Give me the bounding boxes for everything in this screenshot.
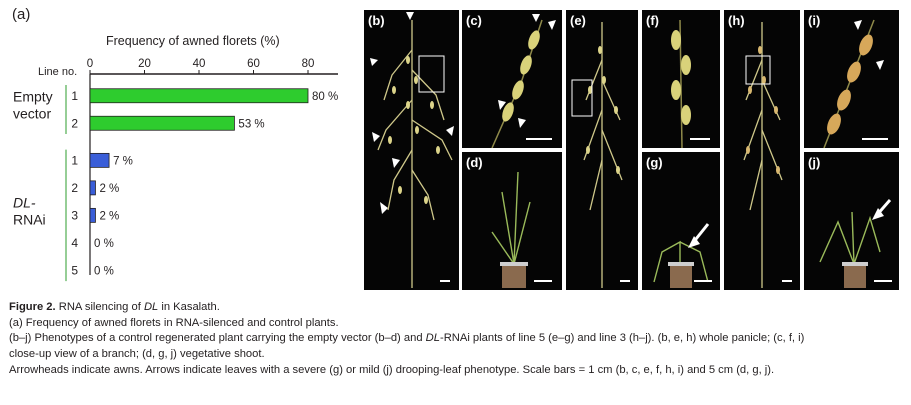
photo-panel-f: (f)	[642, 10, 720, 148]
caption-line-a: (a) Frequency of awned florets in RNA-si…	[9, 316, 339, 329]
figure-caption: Figure 2. RNA silencing of DL in Kasalat…	[9, 300, 905, 379]
bar	[89, 88, 309, 104]
photo-panel-d: (d)	[462, 152, 562, 290]
branch-closeup-illustration	[823, 19, 888, 148]
panicle-illustration	[571, 22, 630, 288]
photo-panel-b: (b)	[364, 10, 459, 290]
bar-value-label: 0 %	[94, 238, 114, 250]
caption-line-c: close-up view of a branch; (d, g, j) veg…	[9, 348, 265, 361]
photo-panel-i: (i)	[804, 10, 899, 148]
branch-closeup-illustration	[671, 19, 710, 148]
bar-value-label: 53 %	[238, 118, 264, 130]
caption-line-b-post: -RNAi plants of line 5 (e–g) and line 3 …	[439, 332, 805, 345]
caption-title-italic: DL	[143, 301, 159, 313]
shoot-illustration	[653, 223, 712, 288]
group-label: Empty	[13, 89, 53, 105]
line-number-label: 3	[71, 208, 78, 222]
panicle-illustration	[370, 12, 454, 288]
bar-value-label: 2 %	[99, 210, 119, 222]
x-tick-label: 0	[87, 58, 93, 70]
panel-g-label: (g)	[646, 155, 663, 170]
bar	[89, 180, 96, 196]
caption-title-pre: RNA silencing of	[58, 301, 144, 313]
panel-i-label: (i)	[808, 13, 821, 28]
panel-b-label: (b)	[368, 13, 385, 28]
group-label: DL-	[13, 194, 36, 210]
bar	[89, 115, 235, 131]
panel-c-label: (c)	[466, 13, 482, 28]
panel-e-label: (e)	[570, 13, 586, 28]
photo-panel-j: (j)	[804, 152, 899, 290]
panel-h-label: (h)	[728, 13, 745, 28]
bar	[89, 152, 110, 168]
caption-line-b: (b–j) Phenotypes of a control regenerate…	[9, 331, 905, 347]
panel-a-label: (a)	[12, 6, 31, 23]
caption-title-line: Figure 2. RNA silencing of DL in Kasalat…	[9, 300, 905, 316]
panel-j-label: (j)	[808, 155, 821, 170]
photo-panel-g: (g)	[642, 152, 720, 290]
line-number-label: 1	[71, 153, 78, 167]
bar-value-label: 0 %	[94, 265, 114, 277]
bar-value-label: 2 %	[99, 183, 119, 195]
bar-value-label: 7 %	[113, 155, 133, 167]
caption-line-b-italic: DL	[425, 332, 440, 345]
photo-panel-c: (c)	[462, 10, 562, 148]
group-label: vector	[13, 106, 51, 122]
figure-label: Figure 2.	[9, 301, 56, 313]
photo-panel-h: (h)	[724, 10, 800, 290]
line-number-label: 4	[71, 236, 78, 250]
bar	[89, 207, 96, 223]
awned-florets-chart: (a) Frequency of awned florets (%) Line …	[0, 0, 360, 290]
caption-line-b-pre: (b–j) Phenotypes of a control regenerate…	[9, 332, 426, 345]
caption-line-d: Arrowheads indicate awns. Arrows indicat…	[9, 363, 775, 376]
x-tick-label: 80	[302, 58, 315, 70]
y-axis-header: Line no.	[38, 66, 78, 78]
panel-d-label: (d)	[466, 155, 483, 170]
x-tick-label: 40	[193, 58, 206, 70]
group-label: RNAi	[13, 211, 46, 227]
x-tick-label: 60	[247, 58, 260, 70]
bar-value-label: 80 %	[312, 91, 338, 103]
shoot-illustration	[491, 171, 552, 288]
line-number-label: 2	[71, 181, 78, 195]
x-tick-label: 20	[138, 58, 151, 70]
caption-title-post: in Kasalath.	[158, 301, 220, 313]
panel-f-label: (f)	[646, 13, 659, 28]
shoot-illustration	[819, 199, 892, 288]
line-number-label: 1	[71, 89, 78, 103]
line-number-label: 2	[71, 116, 78, 130]
line-number-label: 5	[71, 263, 78, 277]
chart-title: Frequency of awned florets (%)	[106, 34, 280, 48]
photo-panel-e: (e)	[566, 10, 638, 290]
panicle-illustration	[743, 22, 792, 288]
branch-closeup-illustration	[491, 14, 556, 148]
